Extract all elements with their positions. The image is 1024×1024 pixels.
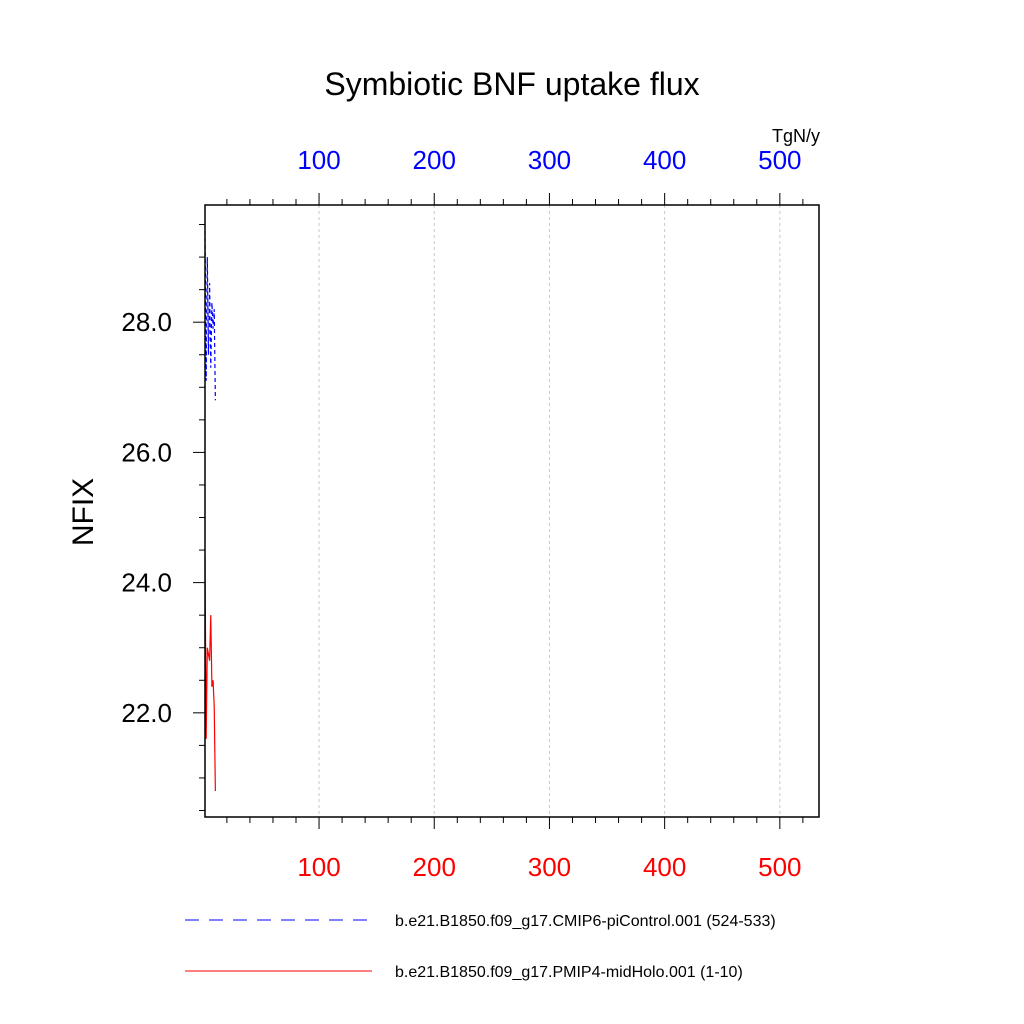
- x-tick-label-bottom: 500: [758, 852, 801, 882]
- tick-labels: 100 200 300 400 500 100 200 300 400 500 22.0 24.0 26…: [121, 145, 801, 882]
- units-label: TgN/y: [772, 126, 820, 146]
- x-tick-label-bottom: 300: [528, 852, 571, 882]
- legend-label-2: b.e21.B1850.f09_g17.PMIP4-midHolo.001 (1…: [395, 964, 743, 981]
- x-tick-label-top: 200: [413, 145, 456, 175]
- series-layer: [204, 231, 216, 791]
- y-tick-label: 24.0: [121, 568, 172, 598]
- grid-lines: [318, 205, 781, 817]
- y-tick-label: 28.0: [121, 307, 172, 337]
- x-tick-label-top: 300: [528, 145, 571, 175]
- y-tick-label: 22.0: [121, 698, 172, 728]
- x-tick-label-bottom: 100: [297, 852, 340, 882]
- series-line-2: [204, 556, 216, 791]
- series-line-1: [204, 231, 216, 401]
- x-tick-label-bottom: 400: [643, 852, 686, 882]
- axis-ticks: [193, 193, 804, 829]
- x-tick-label-top: 500: [758, 145, 801, 175]
- legend-label-1: b.e21.B1850.f09_g17.CMIP6-piControl.001 …: [395, 913, 776, 930]
- y-tick-label: 26.0: [121, 437, 172, 467]
- x-tick-label-top: 400: [643, 145, 686, 175]
- legend: b.e21.B1850.f09_g17.CMIP6-piControl.001 …: [185, 913, 776, 981]
- y-axis-label: NFIX: [67, 478, 100, 546]
- x-tick-label-top: 100: [297, 145, 340, 175]
- plot-frame: [204, 204, 820, 818]
- x-tick-label-bottom: 200: [413, 852, 456, 882]
- chart-title: Symbiotic BNF uptake flux: [324, 66, 699, 102]
